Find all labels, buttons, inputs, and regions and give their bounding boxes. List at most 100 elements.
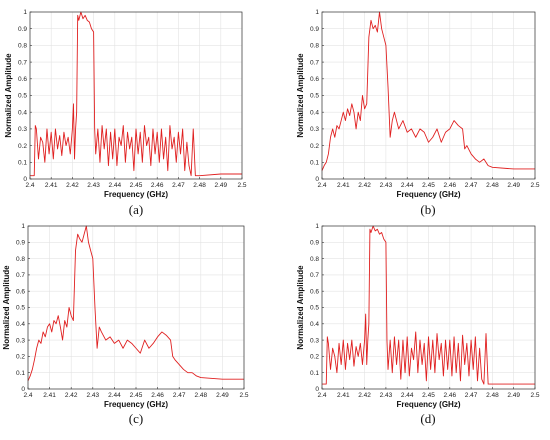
series-line <box>30 11 242 177</box>
y-tick-label: 0.5 <box>310 305 319 312</box>
x-axis-label: Frequency (GHz) <box>396 400 460 409</box>
y-tick-label: 0.8 <box>18 43 27 50</box>
y-tick-label: 0.1 <box>310 370 319 377</box>
y-tick-label: 0.3 <box>18 126 27 133</box>
y-axis-label: Normalized Amplitude <box>4 53 13 138</box>
y-tick-label: 0.8 <box>16 256 25 263</box>
x-tick-label: 2.5 <box>239 392 248 399</box>
x-tick-label: 2.44 <box>401 182 414 189</box>
y-tick-label: 0.7 <box>16 272 25 279</box>
y-tick-label: 0 <box>21 386 25 393</box>
y-tick-label: 0.8 <box>310 256 319 263</box>
x-tick-label: 2.44 <box>401 392 414 399</box>
y-tick-label: 0.1 <box>310 160 319 167</box>
y-tick-label: 0 <box>23 176 27 183</box>
y-tick-label: 1 <box>315 223 319 230</box>
chart-panel-b: 2.4 2.41 2.42 2.43 2.44 2.45 2.46 2.47 2.48 2.49 2… <box>296 9 540 217</box>
y-tick-label: 0.4 <box>310 321 319 328</box>
x-tick-label: 2.49 <box>214 182 227 189</box>
x-tick-label: 2.45 <box>422 392 435 399</box>
y-tick-label: 0.7 <box>18 59 27 66</box>
x-tick-label: 2.47 <box>465 182 478 189</box>
x-tick-label: 2.47 <box>465 392 478 399</box>
x-tick-label: 2.42 <box>358 182 371 189</box>
x-tick-label: 2.46 <box>443 182 456 189</box>
x-tick-label: 2.49 <box>216 392 229 399</box>
x-tick-label: 2.5 <box>237 182 246 189</box>
y-tick-label: 0.3 <box>310 126 319 133</box>
x-tick-label: 2.48 <box>486 392 499 399</box>
y-axis-label: Normalized Amplitude <box>296 53 305 138</box>
y-tick-label: 0.6 <box>310 288 319 295</box>
series-line <box>27 225 244 382</box>
y-tick-label: 0.9 <box>18 26 27 33</box>
x-tick-label: 2.49 <box>507 182 520 189</box>
panel-caption: (d) <box>420 411 435 426</box>
x-tick-label: 2.41 <box>45 182 58 189</box>
panel-caption: (a) <box>129 202 143 217</box>
x-tick-label: 2.46 <box>151 182 164 189</box>
y-tick-label: 0.5 <box>16 305 25 312</box>
x-tick-label: 2.43 <box>380 392 393 399</box>
x-tick-label: 2.43 <box>380 182 393 189</box>
x-axis-label: Frequency (GHz) <box>104 190 168 199</box>
x-tick-label: 2.47 <box>172 182 185 189</box>
x-tick-label: 2.48 <box>194 392 207 399</box>
y-tick-label: 0.2 <box>16 354 25 361</box>
y-tick-label: 0.4 <box>18 109 27 116</box>
y-tick-label: 0.7 <box>310 272 319 279</box>
y-tick-label: 0 <box>315 176 319 183</box>
chart-panel-a: 2.4 2.41 2.42 2.43 2.44 2.45 2.46 2.47 2.48 2.49 2… <box>4 9 247 217</box>
x-tick-label: 2.42 <box>66 182 79 189</box>
x-tick-label: 2.43 <box>87 182 100 189</box>
y-tick-label: 0.5 <box>18 93 27 100</box>
y-tick-label: 0.2 <box>310 354 319 361</box>
y-tick-label: 0.9 <box>310 26 319 33</box>
y-tick-label: 0.3 <box>16 337 25 344</box>
x-tick-label: 2.47 <box>173 392 186 399</box>
y-tick-label: 0.1 <box>16 370 25 377</box>
y-tick-label: 0.7 <box>310 59 319 66</box>
x-axis-label: Frequency (GHz) <box>104 400 168 409</box>
x-tick-label: 2.4 <box>25 182 34 189</box>
y-tick-label: 0.5 <box>310 93 319 100</box>
y-tick-label: 0.3 <box>310 337 319 344</box>
x-tick-label: 2.41 <box>337 182 350 189</box>
x-tick-label: 2.46 <box>443 392 456 399</box>
x-tick-label: 2.43 <box>86 392 99 399</box>
x-tick-label: 2.5 <box>530 392 539 399</box>
y-tick-label: 0.6 <box>18 76 27 83</box>
y-tick-label: 0.6 <box>16 288 25 295</box>
y-tick-label: 0.9 <box>310 240 319 247</box>
x-tick-label: 2.4 <box>317 392 326 399</box>
x-tick-label: 2.44 <box>108 182 121 189</box>
y-tick-label: 0.8 <box>310 43 319 50</box>
x-tick-label: 2.45 <box>422 182 435 189</box>
y-tick-label: 0.4 <box>310 109 319 116</box>
x-tick-label: 2.44 <box>108 392 121 399</box>
panel-caption: (c) <box>129 411 143 426</box>
y-tick-label: 0.1 <box>18 160 27 167</box>
x-tick-label: 2.45 <box>130 392 143 399</box>
x-tick-label: 2.4 <box>317 182 326 189</box>
x-axis-label: Frequency (GHz) <box>396 190 460 199</box>
x-tick-label: 2.48 <box>486 182 499 189</box>
x-tick-label: 2.46 <box>151 392 164 399</box>
y-tick-label: 0.2 <box>310 143 319 150</box>
y-axis-label: Normalized Amplitude <box>296 265 305 350</box>
x-tick-label: 2.45 <box>130 182 143 189</box>
y-tick-label: 1 <box>23 9 27 16</box>
x-tick-label: 2.5 <box>530 182 539 189</box>
x-tick-label: 2.42 <box>65 392 78 399</box>
x-tick-label: 2.41 <box>337 392 350 399</box>
y-tick-label: 0.9 <box>16 240 25 247</box>
y-tick-label: 1 <box>315 9 319 16</box>
x-tick-label: 2.48 <box>193 182 206 189</box>
x-tick-label: 2.4 <box>23 392 32 399</box>
y-tick-label: 0.4 <box>16 321 25 328</box>
y-axis-label: Normalized Amplitude <box>2 265 11 350</box>
series-line <box>321 11 535 171</box>
y-tick-label: 0 <box>315 386 319 393</box>
y-tick-label: 0.2 <box>18 143 27 150</box>
